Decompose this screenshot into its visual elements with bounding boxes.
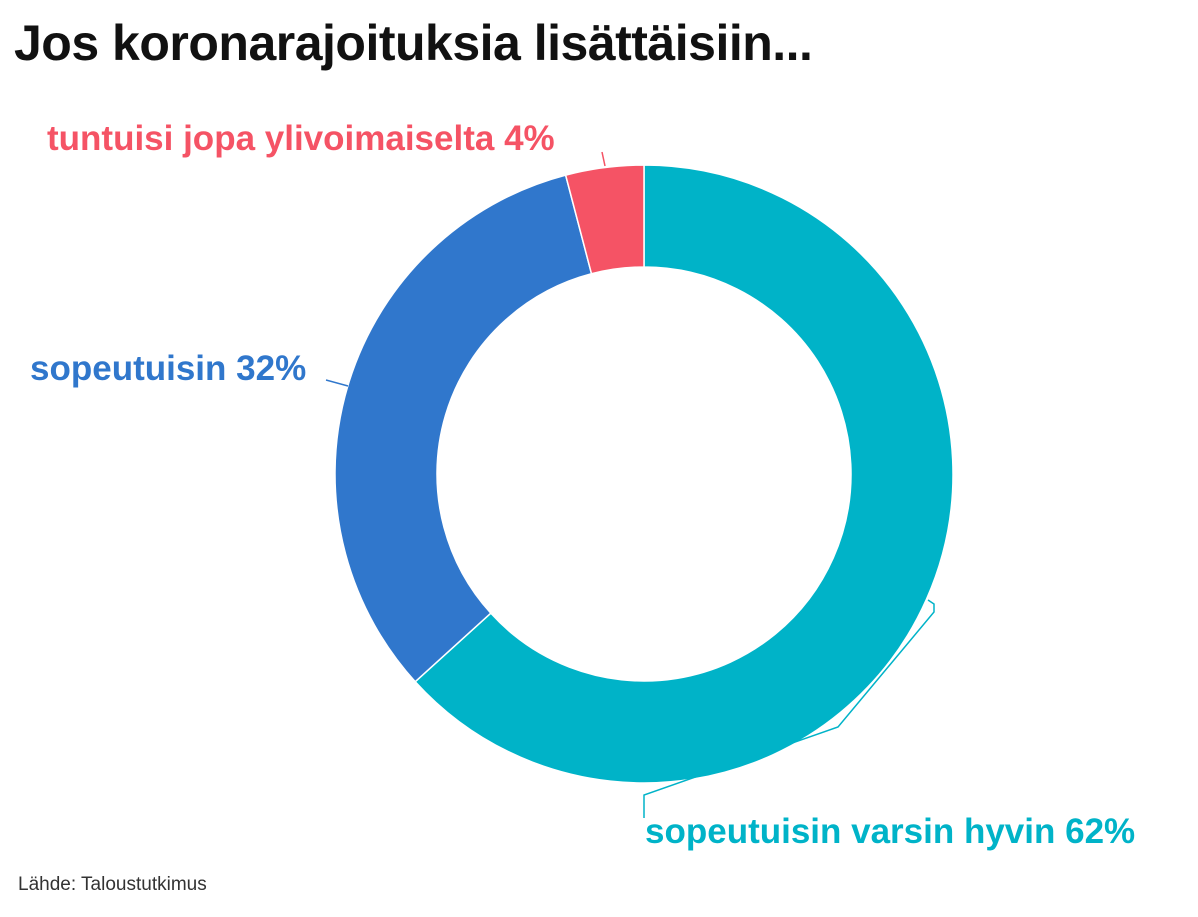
label-sopeutuisin-name: sopeutuisin [30, 349, 226, 388]
label-tuntuisi: tuntuisi jopa ylivoimaiselta 4% [47, 119, 555, 158]
source-note: Lähde: Taloustutkimus [18, 874, 207, 895]
label-tuntuisi-name: tuntuisi jopa ylivoimaiselta [47, 119, 495, 158]
leader-line-tuntuisi [601, 151, 606, 167]
slice-sopeutuisin-varsin-hyvin [414, 164, 954, 784]
donut-slices [334, 164, 954, 784]
label-tuntuisi-value: 4% [504, 119, 555, 158]
leader-line-sopeutuisin-varsin-hyvin [643, 599, 935, 818]
label-sopeutuisin: sopeutuisin 32% [30, 349, 306, 388]
label-sopeutuisin-varsin-hyvin-value: 62% [1065, 812, 1135, 851]
leader-line-sopeutuisin [325, 379, 349, 387]
label-sopeutuisin-varsin-hyvin-name: sopeutuisin varsin hyvin [645, 812, 1055, 851]
slice-sopeutuisin [334, 174, 593, 683]
chart-title: Jos koronarajoituksia lisättäisiin... [14, 15, 813, 71]
label-sopeutuisin-varsin-hyvin: sopeutuisin varsin hyvin 62% [645, 812, 1135, 851]
label-sopeutuisin-value: 32% [236, 349, 306, 388]
slice-tuntuisi-jopa-ylivoimaiselta [564, 164, 645, 275]
